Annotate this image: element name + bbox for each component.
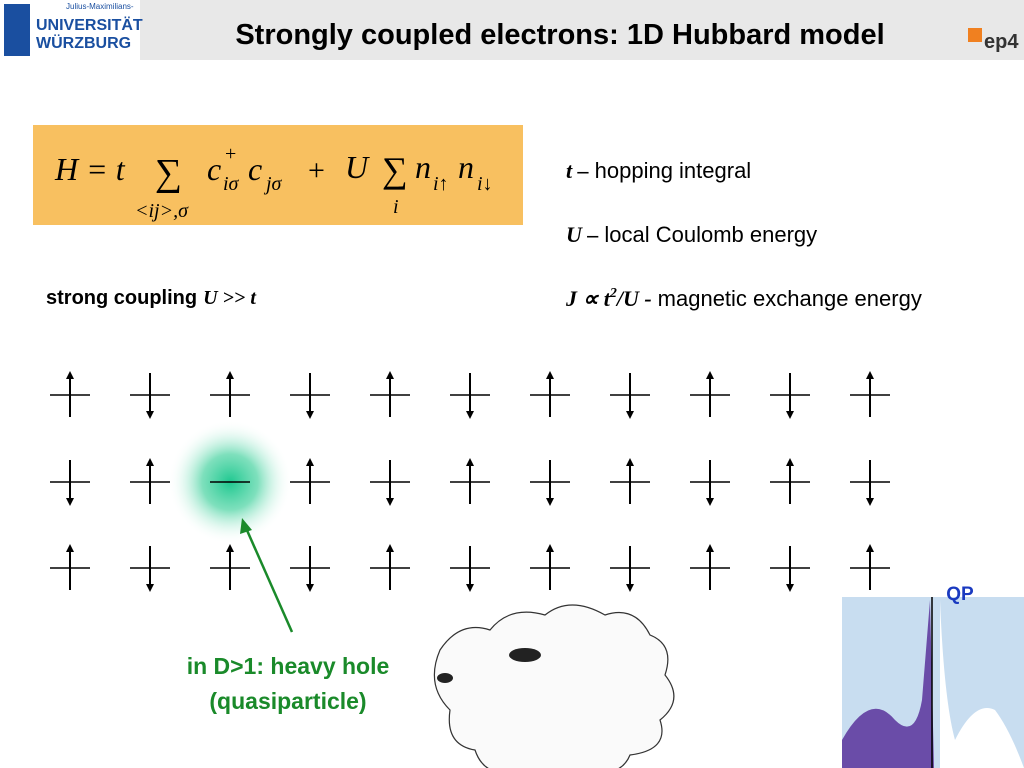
- logo-line: UNIVERSITÄT: [36, 16, 143, 34]
- definition-text: magnetic exchange energy: [658, 286, 922, 311]
- formula-part: <ij>,σ: [135, 200, 189, 222]
- spin-head: [786, 458, 794, 466]
- spin-head: [66, 544, 74, 552]
- formula-part: +: [308, 154, 325, 187]
- coupling: strong coupling U >> t: [46, 287, 257, 309]
- definition-text: local Coulomb energy: [604, 222, 817, 247]
- spin-head: [546, 498, 554, 506]
- spin-head: [546, 371, 554, 379]
- formula-part: iσ: [223, 173, 240, 195]
- spin-head: [546, 544, 554, 552]
- spin-head: [66, 371, 74, 379]
- definition: J ∝ t2/U - magnetic exchange energy: [565, 286, 922, 311]
- spin-lattice: [50, 371, 890, 592]
- spin-head: [626, 584, 634, 592]
- cloud-detail: [509, 648, 541, 662]
- spin-head: [306, 584, 314, 592]
- formula-part: i↑: [433, 173, 449, 195]
- spin-head: [626, 458, 634, 466]
- spin-head: [466, 411, 474, 419]
- formula-part: n: [458, 149, 474, 185]
- formula-part: c: [248, 151, 262, 187]
- definition: t – hopping integral: [566, 158, 751, 183]
- annotation: (quasiparticle): [209, 688, 366, 714]
- formula: H = t ∑ <ij>,σ c + iσ c jσ + U ∑ i n i↑ …: [54, 143, 493, 222]
- cloud-detail: [437, 673, 453, 683]
- spin-head: [866, 544, 874, 552]
- qp-label: QP: [946, 584, 974, 605]
- definition-symbol: J ∝ t: [565, 286, 611, 311]
- spin-head: [386, 498, 394, 506]
- logo-top: Julius-Maximilians-: [66, 2, 134, 11]
- spin-head: [866, 371, 874, 379]
- arrow-head: [240, 518, 252, 534]
- formula-part: U: [345, 149, 370, 185]
- spin-head: [626, 411, 634, 419]
- formula-part: i↓: [477, 173, 493, 195]
- logo-line: WÜRZBURG: [36, 33, 131, 52]
- spin-head: [146, 411, 154, 419]
- coupling-text: strong coupling: [46, 287, 197, 309]
- header-bar: [0, 0, 1024, 60]
- spin-head: [306, 458, 314, 466]
- spin-head: [866, 498, 874, 506]
- coupling-symbol: U >> t: [203, 287, 257, 309]
- spin-head: [786, 584, 794, 592]
- definition-symbol: /U -: [615, 286, 652, 311]
- badge-square: [968, 28, 982, 42]
- spin-head: [226, 371, 234, 379]
- annotation: in D>1: heavy hole: [187, 653, 390, 679]
- spin-head: [706, 544, 714, 552]
- spin-head: [306, 411, 314, 419]
- formula-part: c: [207, 151, 221, 187]
- spin-head: [786, 411, 794, 419]
- formula-part: +: [225, 143, 236, 165]
- spin-head: [706, 371, 714, 379]
- formula-part: i: [393, 196, 399, 218]
- annotation-arrow: [244, 527, 294, 633]
- spin-head: [466, 458, 474, 466]
- spin-head: [226, 544, 234, 552]
- definition-sup: 2: [609, 286, 617, 301]
- cloud-sketch: [433, 604, 675, 768]
- spin-head: [706, 498, 714, 506]
- definition-text: hopping integral: [595, 158, 752, 183]
- definition-symbol: t –: [566, 158, 589, 183]
- spectrum-fill: [842, 600, 934, 768]
- logo-block: [4, 4, 30, 56]
- formula-part: H = t: [54, 151, 126, 187]
- formula-box: [33, 125, 523, 225]
- spin-head: [146, 584, 154, 592]
- badge: ep4: [984, 31, 1019, 53]
- spin-head: [386, 544, 394, 552]
- definition-symbol: U –: [566, 222, 598, 247]
- formula-part: jσ: [263, 173, 283, 195]
- slide-title: Strongly coupled electrons: 1D Hubbard m…: [235, 19, 884, 51]
- spin-head: [146, 458, 154, 466]
- formula-part: n: [415, 149, 431, 185]
- definition: U – local Coulomb energy: [566, 222, 817, 247]
- definitions: t – hopping integral U – local Coulomb ene…: [565, 158, 922, 311]
- formula-part: ∑: [155, 152, 182, 194]
- spectrum-curve: [940, 600, 1024, 768]
- formula-part: ∑: [382, 150, 408, 190]
- spin-head: [386, 371, 394, 379]
- spin-head: [66, 498, 74, 506]
- spin-head: [466, 584, 474, 592]
